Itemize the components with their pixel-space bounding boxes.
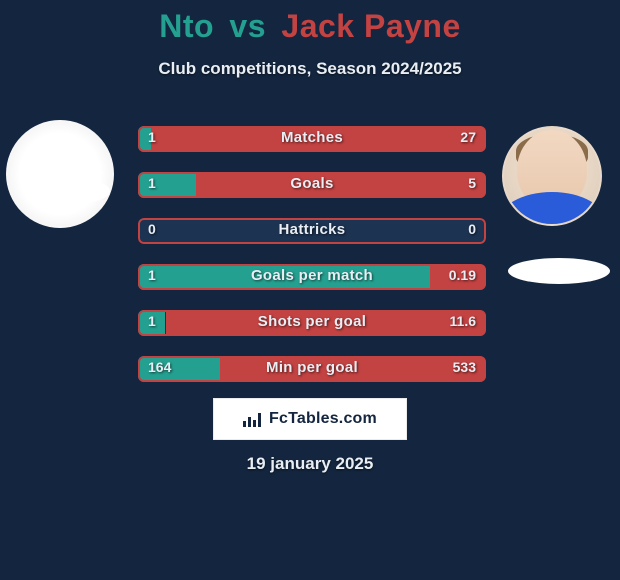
player1-avatar [6,120,114,228]
stat-value-right: 533 [453,359,476,375]
stat-value-right: 11.6 [450,313,476,329]
stat-label: Goals [138,175,486,192]
player2-name: Jack Payne [281,8,460,44]
branding-badge: FcTables.com [213,398,407,440]
stat-label: Goals per match [138,267,486,284]
stat-value-left: 1 [148,313,156,329]
stat-value-left: 1 [148,267,156,283]
stat-value-left: 1 [148,129,156,145]
stat-label: Matches [138,129,486,146]
page-title: Nto vs Jack Payne [0,0,620,45]
player1-name: Nto [159,8,214,44]
stat-label: Min per goal [138,359,486,376]
player2-flag-pill [508,258,610,284]
stat-label: Shots per goal [138,313,486,330]
avatar-jersey [502,192,602,224]
date-label: 19 january 2025 [0,454,620,474]
stat-value-right: 0 [468,221,476,237]
stat-row: Goals per match1 0.19 [138,264,486,290]
player2-avatar [502,126,602,226]
stat-value-right: 27 [460,129,476,145]
branding-chart-icon [243,411,263,427]
stat-value-left: 0 [148,221,156,237]
stat-bars: Matches127Goals15Hattricks00Goals per ma… [138,126,486,402]
stat-row: Shots per goal1 11.6 [138,310,486,336]
branding-text: FcTables.com [269,410,377,428]
stat-row: Goals1 5 [138,172,486,198]
stat-row: Hattricks0 0 [138,218,486,244]
vs-label: vs [229,8,266,44]
stat-value-right: 5 [468,175,476,191]
comparison-card: Nto vs Jack Payne Club competitions, Sea… [0,0,620,580]
player1-flag-pill [32,178,110,204]
stat-value-right: 0.19 [449,267,476,283]
stat-value-left: 1 [148,175,156,191]
stat-label: Hattricks [138,221,486,238]
stat-row: Min per goal164 533 [138,356,486,382]
stat-value-left: 164 [148,359,171,375]
stat-row: Matches1 27 [138,126,486,152]
subtitle: Club competitions, Season 2024/2025 [0,59,620,79]
